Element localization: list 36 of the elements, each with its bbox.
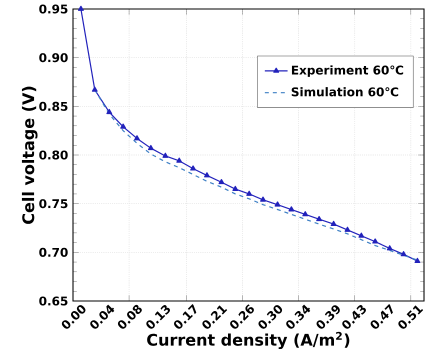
legend-label: Simulation 60℃	[292, 87, 398, 96]
point	[358, 232, 364, 238]
point	[316, 216, 322, 222]
point	[134, 135, 140, 140]
point	[218, 178, 224, 184]
y-axis-title: Cell voltage (V)	[22, 86, 38, 224]
point	[232, 186, 238, 191]
point	[176, 158, 182, 163]
point	[260, 196, 266, 202]
point	[120, 124, 126, 129]
y-tick-label: 0.75	[39, 199, 68, 208]
y-tick-label: 0.70	[39, 248, 68, 257]
y-tick-label: 0.85	[39, 102, 68, 111]
point	[330, 220, 337, 226]
legend-label: Experiment 60℃	[292, 65, 404, 77]
y-tick-label: 0.90	[39, 53, 68, 62]
y-tick-label: 0.65	[39, 296, 68, 306]
point	[372, 238, 378, 244]
point	[246, 190, 252, 196]
point	[92, 86, 98, 92]
x-axis-title: Current density (A/m$^{2}$)	[147, 332, 350, 350]
point	[148, 144, 154, 150]
y-tick-label: 0.80	[39, 150, 68, 160]
point	[204, 172, 210, 178]
y-tick-label: 0.95	[39, 4, 68, 14]
point	[274, 201, 280, 207]
point	[302, 211, 308, 216]
point	[78, 6, 84, 11]
point	[162, 152, 168, 158]
point	[400, 251, 406, 256]
point	[106, 108, 112, 114]
point	[344, 226, 350, 232]
point	[190, 165, 196, 171]
point	[386, 245, 393, 250]
point	[414, 258, 420, 264]
point	[288, 206, 294, 212]
